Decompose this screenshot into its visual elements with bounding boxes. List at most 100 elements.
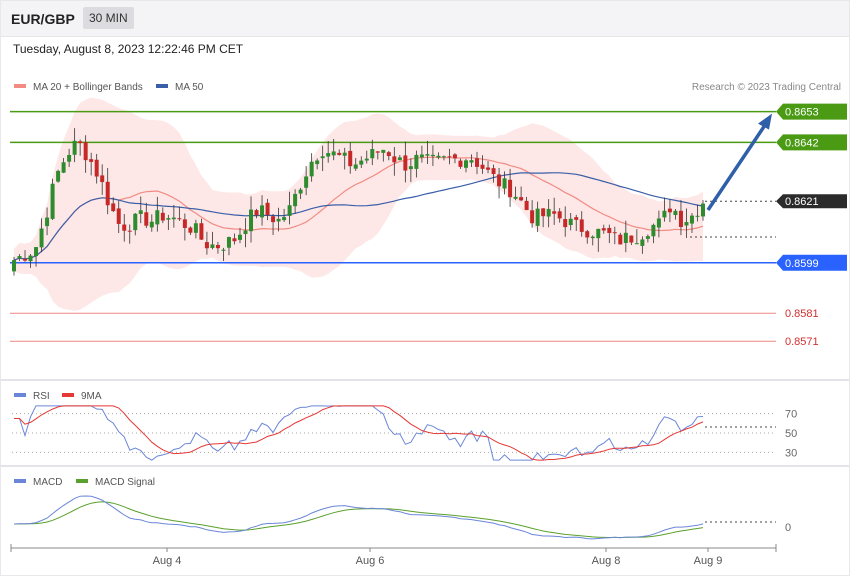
candle-bear [491,168,496,175]
candle-bear [160,212,165,221]
candle-bull [673,210,678,216]
candle-bear [403,155,408,171]
candle-bear [552,211,557,214]
candle-bear [508,179,513,198]
rsi-level-label: 50 [785,428,797,440]
rsi-ma-legend-swatch [62,393,74,397]
x-tick-label: Aug 9 [694,555,723,567]
rsi-ma-line [14,405,704,461]
candle-bull [331,151,336,156]
macd-signal-legend-label: MACD Signal [95,477,155,488]
candle-bull [425,154,430,156]
candle-bear [447,156,452,158]
candle-bull [34,247,39,257]
price-tag-current-label: 0.8621 [785,196,819,208]
candle-bull [171,217,176,220]
candle-bear [199,223,204,240]
candle-bull [276,218,281,222]
price-tag-resistance [776,103,847,120]
price-tag-support [776,254,847,271]
candle-bear [127,230,132,232]
price-tag-support-label: 0.8599 [785,258,819,270]
bollinger-band [14,97,703,311]
macd-legend-label: MACD [33,477,62,488]
candle-bull [56,170,61,182]
candle-bear [348,150,353,167]
ma20-legend-swatch [14,84,26,88]
level-label-red: 0.8581 [785,308,819,320]
ma50-line [13,172,704,261]
candle-bull [430,154,435,157]
candle-bull [623,232,628,243]
candle-bear [530,210,535,224]
candle-bear [188,227,193,233]
macd-signal-legend-swatch [76,479,88,483]
candle-bull [684,222,689,226]
candle-bull [364,158,369,161]
candle-bull [326,153,331,157]
ma50-legend-label: MA 50 [175,82,204,93]
candle-bear [541,208,546,217]
candle-bear [23,258,28,261]
rsi-ma-legend-label: 9MA [81,391,102,402]
candle-bull [701,203,705,217]
candle-bull [320,156,325,159]
candle-bull [656,218,661,228]
candle-bear [111,203,116,212]
candle-bear [177,218,182,220]
candle-bear [607,227,612,234]
candle-bull [50,183,55,219]
candle-bull [28,255,33,262]
candle-bull [353,164,358,169]
candle-bear [182,219,187,228]
x-tick-label: Aug 4 [153,555,182,567]
candle-bear [585,231,590,238]
candle-bull [309,161,314,177]
candle-bull [651,224,656,237]
symbol-label: EUR/GBP [11,11,75,27]
candle-bear [667,208,672,213]
rsi-level-label: 70 [785,409,797,421]
candle-bull [12,260,16,272]
candle-bull [359,160,364,165]
candle-bull [441,156,446,158]
candle-bear [497,174,502,187]
candle-bear [475,158,480,167]
candle-bull [17,256,22,259]
datetime-label: Tuesday, August 8, 2023 12:22:46 PM CET [13,42,244,56]
candle-bull [67,154,72,162]
candle-bear [122,224,127,231]
forecast-arrow-head [758,113,772,130]
price-tag-resistance-label: 0.8653 [785,107,819,119]
candle-bull [695,215,700,217]
candle-bull [304,176,309,188]
candle-bull [149,221,154,228]
candle-bear [563,219,568,228]
candle-bull [155,210,160,225]
candle-bull [243,230,248,235]
candle-bull [45,217,50,227]
candle-bull [634,243,639,245]
macd-zero-label: 0 [785,522,791,534]
macd-signal-line [13,501,704,539]
rsi-legend-swatch [14,393,26,397]
candle-bear [519,197,524,201]
candle-bear [265,202,270,216]
credit-label: Research © 2023 Trading Central [692,82,841,93]
candle-bear [392,156,397,163]
candle-bear [232,238,237,242]
candle-bear [452,154,457,159]
candle-bull [381,149,386,153]
candle-bull [590,236,595,239]
chart-header: EUR/GBP 30 MIN [0,0,850,37]
candle-bull [342,152,347,156]
candle-bull [221,249,226,251]
candle-bull [568,218,573,226]
candle-bull [293,193,298,207]
timeframe-button[interactable]: 30 MIN [83,7,134,29]
candle-bear [629,235,634,243]
candle-bull [260,205,265,218]
price-tag-current [776,194,847,209]
candle-bear [618,234,623,245]
